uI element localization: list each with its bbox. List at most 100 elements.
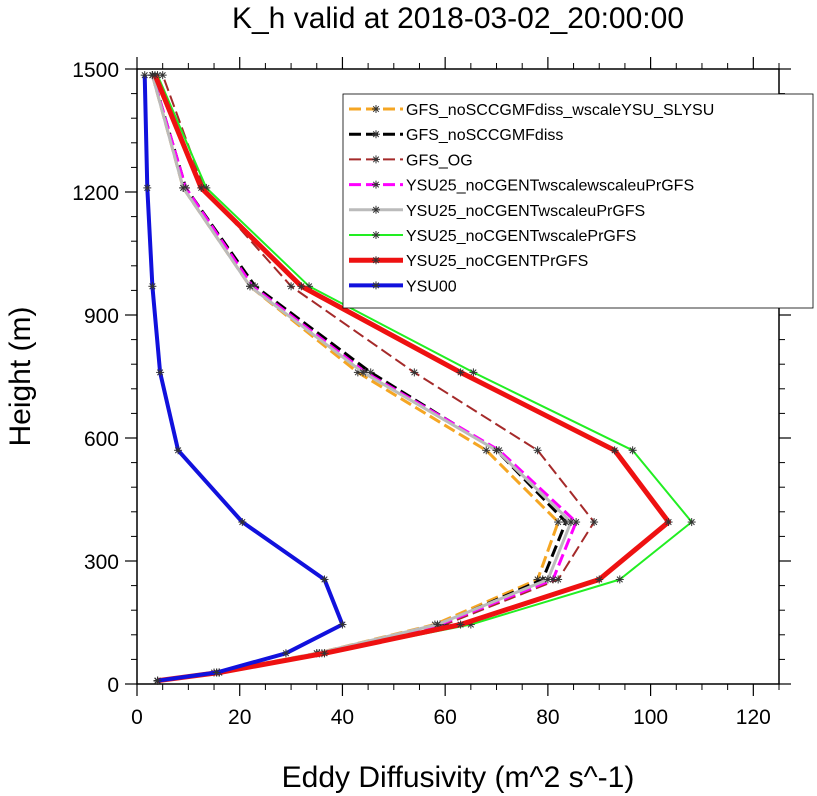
data-point: [297, 282, 306, 291]
series-marker-stroke: [629, 447, 636, 454]
series-marker-stroke: [287, 283, 295, 290]
y-axis-label: Height (m): [4, 306, 37, 446]
data-point: [287, 282, 296, 291]
y-tick-label: 0: [107, 674, 119, 697]
data-point: [590, 518, 599, 527]
x-axis-label: Eddy Diffusivity (m^2 s^-1): [282, 761, 635, 794]
data-point: [338, 620, 347, 629]
data-point: [433, 620, 442, 629]
data-point: [615, 575, 624, 584]
x-tick-label: 100: [633, 706, 668, 729]
series-marker-stroke: [198, 184, 205, 192]
series-marker-stroke: [149, 283, 156, 290]
legend-label: YSU00: [406, 278, 457, 295]
plot-frame: [136, 68, 780, 685]
data-point: [664, 518, 673, 527]
data-point: [566, 518, 575, 527]
x-tick-label: 60: [433, 706, 456, 729]
data-point: [197, 183, 206, 192]
data-point: [469, 368, 478, 377]
series-marker-stroke: [339, 621, 346, 628]
series-layer: [140, 71, 696, 685]
series-marker-stroke: [359, 369, 367, 376]
data-point: [143, 183, 152, 192]
series-marker-stroke: [156, 369, 164, 376]
series-marker-stroke: [282, 650, 290, 657]
legend-box: [342, 93, 814, 309]
legend-label: GFS_OG: [406, 152, 473, 169]
series-marker-stroke: [239, 518, 246, 526]
data-point: [148, 282, 157, 291]
series-marker-stroke: [174, 447, 182, 454]
series-marker-stroke: [590, 518, 598, 526]
series-marker-stroke: [493, 447, 500, 454]
series-marker-stroke: [372, 131, 380, 138]
legend-item: YSU25_noCGENTwscaleuPrGFS: [349, 203, 645, 220]
series-marker-stroke: [298, 283, 305, 290]
legend-item: YSU25_noCGENTwscalewscaleuPrGFS: [349, 178, 694, 195]
series-marker-stroke: [611, 447, 618, 454]
series-line: [142, 75, 345, 683]
legend: GFS_noSCCGMFdiss_wscaleYSU_SLYSU GFS_noSC…: [342, 93, 814, 309]
legend-item: GFS_noSCCGMFdiss: [349, 127, 563, 144]
series-marker-stroke: [411, 369, 418, 376]
data-point: [628, 446, 637, 455]
y-tick-label: 600: [84, 428, 119, 451]
data-point: [245, 282, 254, 291]
data-point: [320, 575, 329, 584]
series-marker-stroke: [567, 518, 575, 526]
legend-label: YSU25_noCGENTwscalewscaleuPrGFS: [406, 178, 694, 195]
data-point: [320, 649, 329, 658]
y-tick-label: 900: [84, 305, 119, 328]
series-marker-stroke: [151, 71, 159, 79]
x-tick-label: 40: [331, 706, 354, 729]
x-tick-label: 80: [536, 706, 559, 729]
data-point: [554, 518, 563, 527]
series-marker-stroke: [372, 206, 380, 213]
y-tick-label: 1200: [72, 182, 119, 205]
data-point: [281, 649, 290, 658]
chart-title: K_h valid at 2018-03-02_20:00:00: [232, 2, 684, 35]
data-point: [358, 368, 367, 377]
data-point: [150, 71, 159, 80]
series-marker-stroke: [596, 576, 603, 583]
data-point: [687, 518, 696, 527]
data-point: [492, 446, 501, 455]
y-tick-label: 1500: [72, 59, 119, 82]
series-marker-stroke: [372, 231, 380, 239]
data-point: [140, 71, 149, 80]
series-marker-stroke: [372, 105, 380, 113]
series-marker-stroke: [549, 576, 557, 583]
series-marker-stroke: [141, 71, 148, 79]
series-marker-stroke: [372, 257, 380, 264]
legend-item: GFS_OG: [349, 152, 473, 169]
series-marker-stroke: [665, 518, 672, 526]
series-marker-stroke: [688, 518, 695, 526]
legend-label: GFS_noSCCGMFdiss: [406, 127, 563, 144]
data-point: [179, 183, 188, 192]
data-point: [212, 668, 221, 677]
x-tick-label: 120: [736, 706, 771, 729]
legend-label: YSU25_noCGENTPrGFS: [406, 253, 588, 270]
series-marker-stroke: [434, 621, 441, 628]
data-point: [610, 446, 619, 455]
data-point: [153, 676, 162, 685]
legend-label: YSU25_noCGENTwscalePrGFS: [406, 228, 636, 245]
data-point: [238, 518, 247, 527]
series-marker-stroke: [534, 447, 541, 454]
legend-item: YSU25_noCGENTwscalePrGFS: [349, 228, 636, 245]
data-point: [482, 446, 491, 455]
legend-item: YSU00: [349, 278, 457, 295]
series-marker-stroke: [372, 156, 380, 163]
series-marker-stroke: [554, 576, 562, 583]
series-marker-stroke: [554, 518, 562, 526]
series-marker-stroke: [180, 184, 187, 192]
series-7: [140, 71, 347, 685]
y-tick-label: 300: [84, 551, 119, 574]
series-marker-stroke: [159, 71, 166, 79]
series-marker-stroke: [572, 518, 580, 526]
series-marker-stroke: [457, 369, 464, 376]
legend-label: YSU25_noCGENTwscaleuPrGFS: [406, 203, 645, 220]
